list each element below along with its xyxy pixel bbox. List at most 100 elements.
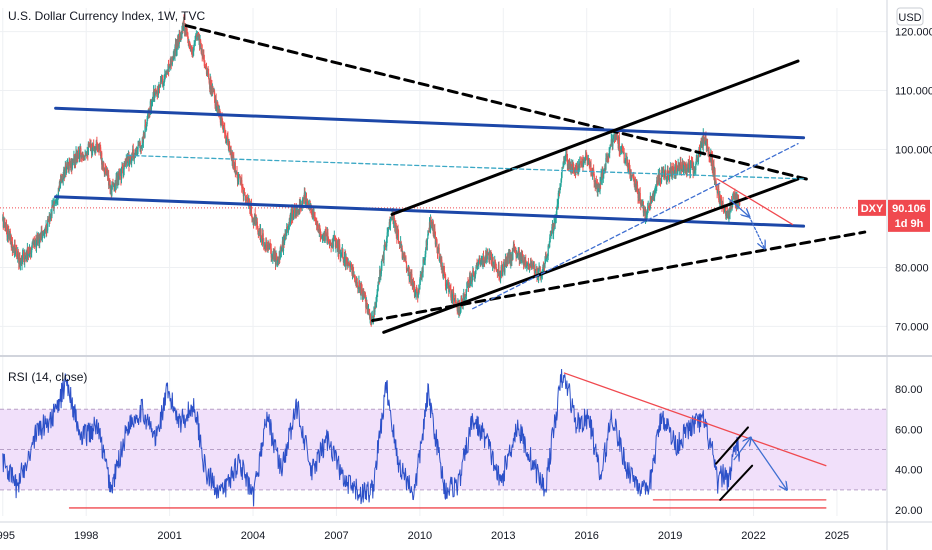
candle-body	[595, 181, 597, 187]
candle-body	[249, 205, 251, 210]
candle-body	[27, 247, 29, 252]
candle-body	[397, 227, 399, 231]
candle-body	[30, 252, 32, 254]
candle-body	[137, 144, 139, 150]
candle-body	[459, 310, 461, 312]
candle-body	[496, 270, 498, 272]
candle-body	[175, 42, 177, 52]
candle-body	[342, 257, 344, 263]
candle-body	[495, 267, 497, 271]
candle-body	[321, 235, 324, 239]
candle-body	[689, 164, 692, 174]
candle-body	[59, 179, 62, 186]
candle-body	[42, 231, 45, 235]
candle-body	[443, 267, 445, 272]
candle-body	[542, 266, 544, 274]
candle-body	[590, 162, 592, 176]
candle-body	[197, 33, 199, 36]
candle-body	[434, 228, 436, 232]
candle-body	[156, 90, 158, 95]
candle-body	[163, 82, 165, 85]
candle-body	[725, 214, 727, 216]
candle-body	[132, 149, 134, 159]
candle-body	[656, 180, 658, 187]
candle-body	[35, 240, 37, 249]
candle-body	[55, 200, 57, 202]
candle-body	[80, 148, 82, 156]
candle-body	[641, 202, 643, 204]
candle-body	[394, 223, 396, 228]
candle-body	[680, 162, 682, 165]
candle-body	[377, 290, 379, 293]
candle-body	[92, 143, 94, 151]
candle-body	[645, 210, 647, 218]
candle-body	[377, 282, 379, 291]
price-trendline	[127, 154, 808, 180]
time-tick-label: 2010	[408, 530, 432, 542]
candle-body	[422, 259, 424, 273]
candle-body	[162, 84, 164, 86]
candle-body	[515, 250, 517, 258]
rsi-title: RSI (14, close)	[8, 370, 87, 384]
candle-body	[471, 279, 473, 282]
candle-body	[578, 163, 580, 173]
candle-body	[418, 288, 420, 295]
candle-body	[609, 144, 611, 149]
candle-body	[200, 40, 202, 44]
candle-body	[620, 147, 623, 153]
candle-body	[79, 149, 81, 158]
candle-body	[582, 162, 585, 167]
candle-body	[206, 72, 208, 75]
candle-body	[219, 115, 222, 123]
candle-body	[283, 237, 286, 243]
candle-body	[402, 253, 404, 259]
candle-body	[216, 109, 218, 111]
candle-body	[288, 224, 290, 230]
candle-body	[350, 263, 353, 269]
currency-badge[interactable]	[896, 7, 924, 26]
candle-body	[734, 193, 736, 195]
price-trendline	[716, 178, 794, 226]
candle-body	[215, 99, 217, 111]
candle-body	[268, 248, 270, 250]
candle-body	[680, 164, 682, 171]
candle-body	[128, 156, 130, 167]
candle-body	[514, 247, 517, 251]
candle-body	[739, 201, 741, 206]
candle-body	[479, 259, 481, 264]
candle-body	[597, 184, 599, 193]
candle-body	[639, 193, 641, 202]
candle-body	[551, 226, 553, 235]
candle-body	[233, 157, 235, 167]
candle-body	[527, 263, 530, 266]
candle-body	[224, 127, 226, 134]
candle-body	[645, 216, 648, 218]
trend-drawings[interactable]	[54, 24, 867, 509]
candle-body	[476, 262, 478, 267]
candle-body	[442, 267, 444, 277]
candle-body	[560, 179, 562, 186]
candle-body	[585, 155, 587, 160]
candle-body	[69, 162, 71, 165]
candle-body	[451, 295, 454, 301]
candle-body	[679, 162, 681, 170]
price-tick-label: 110.000	[895, 86, 932, 98]
candle-body	[47, 218, 49, 220]
candle-body	[560, 172, 563, 180]
candle-body	[276, 257, 278, 262]
candle-body	[494, 260, 496, 267]
rsi-trendline	[750, 436, 787, 489]
candle-body	[228, 141, 231, 147]
candle-body	[533, 265, 535, 272]
candle-body	[325, 232, 327, 236]
candle-body	[248, 198, 250, 206]
rsi-trendline	[714, 426, 749, 465]
candle-body	[340, 253, 342, 257]
candle-body	[254, 213, 256, 221]
candle-body	[98, 146, 101, 151]
candle-body	[210, 78, 212, 91]
candle-body	[623, 152, 625, 163]
candle-body	[62, 180, 64, 182]
candle-body	[207, 70, 209, 74]
